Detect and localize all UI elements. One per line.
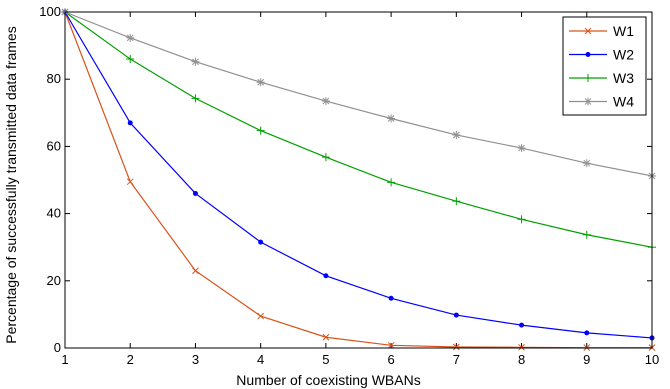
data-point [256, 78, 265, 87]
data-point [518, 343, 525, 351]
x-tick-label: 2 [127, 352, 134, 367]
legend-label: W2 [613, 47, 634, 63]
data-point [191, 94, 200, 103]
y-tick-label: 60 [47, 138, 61, 153]
legend-item-w2: W2 [569, 47, 634, 63]
data-point [584, 330, 590, 336]
legend: W1 W2 W3 W4 [562, 16, 647, 116]
data-point [192, 267, 199, 275]
data-point [453, 312, 459, 318]
data-point [126, 55, 135, 64]
legend-item-w3: W3 [569, 70, 634, 86]
data-point [191, 57, 200, 66]
data-point [126, 178, 134, 186]
data-point [452, 343, 460, 351]
data-point [321, 97, 330, 106]
y-tick-label: 80 [47, 71, 61, 86]
y-tick-label: 0 [54, 340, 61, 355]
x-tick-label: 1 [61, 352, 68, 367]
legend-item-w4: W4 [569, 94, 634, 110]
x-tick-label: 10 [645, 352, 659, 367]
data-point [519, 322, 525, 328]
x-tick-label: 7 [453, 352, 460, 367]
legend-marker [585, 52, 591, 57]
y-tick-label: 40 [47, 206, 61, 221]
legend-marker [584, 27, 592, 35]
x-tick-label: 8 [518, 352, 525, 367]
data-point [387, 178, 396, 187]
legend-label: W3 [613, 70, 634, 86]
data-point [452, 130, 461, 139]
data-point [258, 239, 264, 245]
data-point [257, 312, 265, 320]
legend-box [562, 16, 647, 116]
legend-marker [584, 97, 592, 106]
x-tick-label: 6 [387, 352, 394, 367]
data-point [517, 215, 526, 224]
data-point [323, 273, 329, 279]
data-point [256, 126, 265, 135]
data-point [387, 114, 396, 123]
series-line [64, 11, 652, 349]
data-point [387, 341, 395, 349]
data-point [321, 153, 330, 162]
data-point [388, 295, 394, 301]
x-tick-label: 5 [322, 352, 329, 367]
data-point [517, 144, 526, 153]
y-axis-label: Percentage of successfully transmitted d… [3, 26, 19, 343]
y-tick-label: 100 [39, 4, 61, 19]
series-layer [61, 8, 656, 352]
series-line [64, 11, 653, 339]
series-line [64, 11, 653, 248]
legend-marker [584, 74, 592, 82]
x-tick-label: 9 [583, 352, 590, 367]
data-point [582, 230, 591, 239]
data-point [322, 333, 330, 341]
plot-area-frame [64, 11, 653, 349]
legend-item-w1: W1 [569, 23, 634, 39]
x-tick-label: 3 [192, 352, 199, 367]
x-tick-label: 4 [257, 352, 264, 367]
data-point [127, 120, 133, 126]
series-line [64, 11, 653, 177]
data-point [192, 190, 198, 196]
data-point [126, 33, 135, 42]
y-tick-label: 20 [47, 273, 61, 288]
legend-label: W1 [613, 23, 634, 39]
data-point [452, 197, 461, 206]
data-point [582, 159, 591, 168]
x-axis-label: Number of coexisting WBANs [236, 372, 420, 388]
legend-label: W4 [613, 94, 634, 110]
